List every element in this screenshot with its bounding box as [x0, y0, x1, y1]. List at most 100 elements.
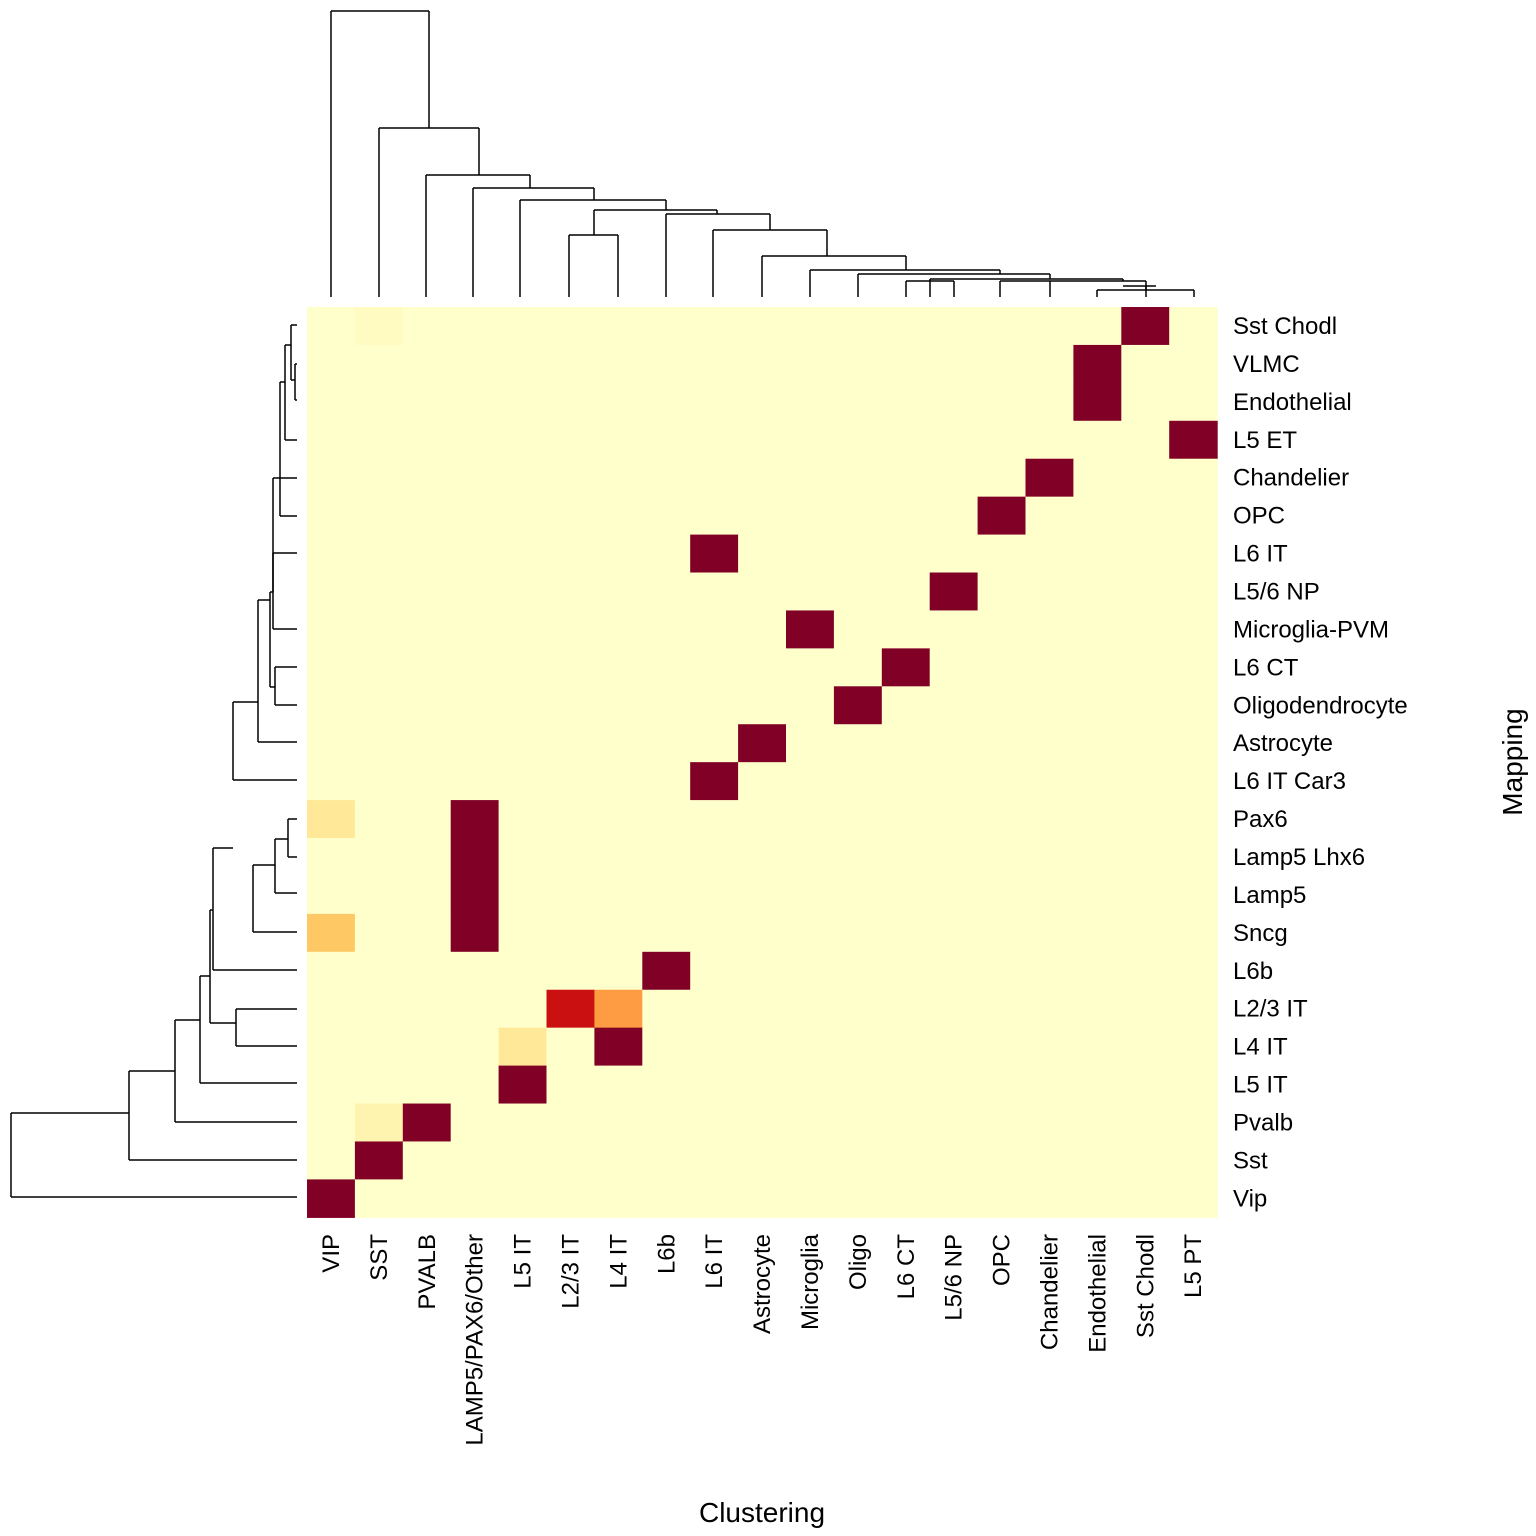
heatmap-cell: [498, 762, 548, 801]
heatmap-cell: [402, 838, 452, 877]
heatmap-cell: [929, 686, 979, 725]
heatmap-cell: [594, 382, 643, 422]
heatmap-cell: [1121, 610, 1170, 649]
heatmap-cell: [881, 989, 931, 1029]
heatmap-cell: [1025, 648, 1074, 687]
heatmap-cell: [642, 1179, 691, 1218]
heatmap-cell: [1169, 686, 1218, 725]
heatmap-cell: [307, 913, 356, 953]
heatmap-cell: [786, 1103, 835, 1143]
heatmap-cell: [594, 307, 643, 346]
heatmap-cell: [307, 344, 356, 384]
heatmap-cell: [738, 307, 787, 346]
heatmap-cell: [1073, 1103, 1122, 1143]
row-label: Sncg: [1233, 920, 1288, 947]
heatmap-cell: [833, 307, 883, 346]
heatmap-cell: [977, 989, 1027, 1029]
heatmap-cell: [738, 1103, 787, 1143]
row-label: Pvalb: [1233, 1110, 1293, 1137]
heatmap-cell: [402, 1065, 452, 1105]
row-label: Lamp5: [1233, 882, 1306, 909]
heatmap-cell: [642, 838, 691, 877]
heatmap-cell: [402, 420, 452, 460]
heatmap-cell: [1073, 875, 1122, 915]
heatmap-cell: [690, 610, 739, 649]
heatmap-cell: [1121, 1027, 1170, 1067]
heatmap-cell: [498, 875, 548, 915]
heatmap-cell: [307, 420, 356, 460]
heatmap-cell: [881, 1103, 931, 1143]
heatmap-cell: [833, 800, 883, 839]
heatmap-cell: [1169, 989, 1218, 1029]
heatmap-cell: [402, 1179, 452, 1218]
heatmap-cell: [402, 307, 452, 346]
heatmap-cell: [642, 1065, 691, 1105]
heatmap-cell: [354, 1141, 404, 1180]
heatmap-cell: [786, 648, 835, 687]
heatmap-cell: [690, 989, 739, 1029]
row-label: Chandelier: [1233, 465, 1349, 492]
heatmap-cell: [690, 458, 739, 498]
heatmap-cell: [402, 762, 452, 801]
heatmap-cell: [738, 610, 787, 649]
heatmap-cell: [977, 458, 1027, 498]
heatmap-cell: [307, 1027, 356, 1067]
heatmap-cell: [546, 913, 595, 953]
heatmap-cell: [690, 344, 739, 384]
heatmap-cell: [881, 534, 931, 574]
heatmap-cell: [929, 1065, 979, 1105]
heatmap-cell: [738, 951, 787, 991]
heatmap-cell: [642, 610, 691, 649]
heatmap-cell: [450, 951, 500, 991]
heatmap-cell: [1121, 420, 1170, 460]
heatmap-cell: [498, 800, 548, 839]
heatmap-cell: [594, 913, 643, 953]
heatmap-cell: [450, 875, 500, 915]
heatmap-cell: [1073, 382, 1122, 422]
heatmap-cell: [1169, 307, 1218, 346]
heatmap-cell: [307, 458, 356, 498]
heatmap-cell: [546, 648, 595, 687]
heatmap-cell: [786, 420, 835, 460]
heatmap-cell: [546, 951, 595, 991]
heatmap-cell: [1025, 686, 1074, 725]
heatmap-cell: [594, 1179, 643, 1218]
heatmap-cell: [642, 307, 691, 346]
heatmap-cell: [1025, 572, 1074, 612]
heatmap-cell: [881, 951, 931, 991]
heatmap-cell: [1073, 951, 1122, 991]
heatmap-cell: [354, 572, 404, 612]
heatmap-cell: [1025, 382, 1074, 422]
heatmap-cell: [594, 951, 643, 991]
heatmap-cell: [1121, 1141, 1170, 1180]
heatmap-cell: [498, 1103, 548, 1143]
heatmap-cell: [1025, 875, 1074, 915]
heatmap-cell: [402, 534, 452, 574]
heatmap-cell: [881, 610, 931, 649]
heatmap-cell: [929, 382, 979, 422]
column-label: VIP: [318, 1234, 345, 1273]
heatmap-cell: [354, 1065, 404, 1105]
heatmap-cell: [738, 572, 787, 612]
heatmap-cell: [450, 458, 500, 498]
heatmap-cell: [642, 800, 691, 839]
heatmap-cell: [354, 307, 404, 346]
heatmap-cell: [738, 1179, 787, 1218]
heatmap-cell: [738, 762, 787, 801]
heatmap-cell: [977, 951, 1027, 991]
heatmap-cell: [594, 496, 643, 536]
heatmap-cell: [450, 762, 500, 801]
heatmap-cell: [642, 724, 691, 763]
heatmap-cell: [1025, 1103, 1074, 1143]
heatmap-cell: [690, 1141, 739, 1180]
heatmap-cell: [307, 1141, 356, 1180]
heatmap-cell: [786, 1027, 835, 1067]
heatmap-cell: [690, 838, 739, 877]
heatmap-cell: [1121, 951, 1170, 991]
heatmap-cell: [498, 572, 548, 612]
heatmap-cell: [1121, 307, 1170, 346]
heatmap-cell: [738, 913, 787, 953]
row-label: L2/3 IT: [1233, 996, 1308, 1023]
heatmap-cell: [977, 762, 1027, 801]
heatmap-cell: [307, 534, 356, 574]
